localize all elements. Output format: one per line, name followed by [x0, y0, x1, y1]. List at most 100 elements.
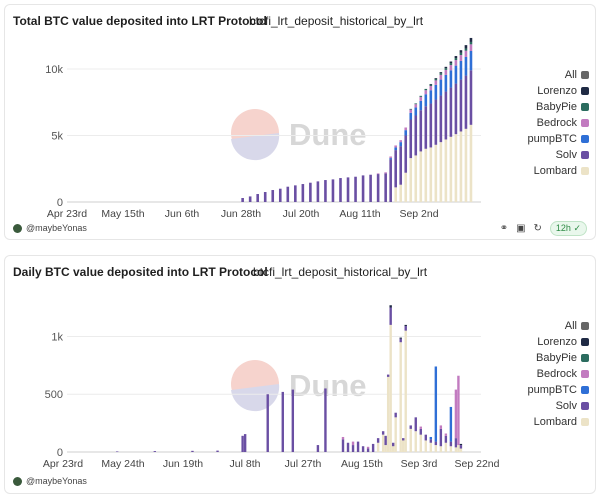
bar[interactable] — [429, 436, 433, 452]
bar[interactable] — [444, 66, 448, 202]
bar[interactable] — [286, 186, 290, 202]
bar[interactable] — [404, 324, 407, 452]
bar[interactable] — [402, 438, 405, 452]
legend-item-solv[interactable]: Solv — [517, 147, 595, 163]
bar[interactable] — [409, 425, 412, 452]
bar[interactable] — [291, 389, 295, 452]
bar[interactable] — [424, 434, 427, 452]
bar[interactable] — [439, 72, 443, 202]
bar[interactable] — [384, 435, 387, 452]
bar[interactable] — [409, 108, 413, 202]
link-icon[interactable]: ⚭ — [499, 223, 509, 234]
bar[interactable] — [454, 389, 458, 452]
bar[interactable] — [439, 425, 443, 452]
bar[interactable] — [429, 83, 433, 202]
bar[interactable] — [369, 174, 372, 202]
bar[interactable] — [271, 190, 275, 202]
bar[interactable] — [354, 176, 357, 202]
bar[interactable] — [376, 173, 380, 202]
bar[interactable] — [115, 451, 119, 453]
legend-item-bedrock[interactable]: Bedrock — [517, 366, 595, 382]
bar[interactable] — [399, 140, 403, 202]
legend-item-babypie[interactable]: BabyPie — [517, 350, 595, 366]
bar[interactable] — [464, 45, 468, 202]
bar[interactable] — [356, 441, 360, 452]
bar[interactable] — [444, 433, 448, 452]
legend-item-solv[interactable]: Solv — [517, 398, 595, 414]
bar[interactable] — [381, 431, 385, 452]
author[interactable]: @maybeYonas — [13, 476, 87, 486]
bar[interactable] — [386, 374, 390, 452]
legend-item-pumpbtc[interactable]: pumpBTC — [517, 131, 595, 147]
bar[interactable] — [389, 305, 392, 452]
legend-item-all[interactable]: All — [517, 67, 595, 83]
bar[interactable] — [341, 436, 345, 452]
bar[interactable] — [459, 443, 463, 452]
bar[interactable] — [371, 443, 375, 452]
bar[interactable] — [457, 375, 460, 452]
legend-item-all[interactable]: All — [517, 318, 595, 334]
bar[interactable] — [301, 184, 305, 202]
bar[interactable] — [391, 442, 395, 452]
bar[interactable] — [278, 188, 282, 202]
refresh-icon[interactable]: ↻ — [533, 223, 542, 234]
bar[interactable] — [424, 88, 428, 202]
x-tick-label: Apr 23rd — [43, 458, 83, 470]
bar[interactable] — [153, 451, 157, 452]
bar[interactable] — [414, 417, 417, 452]
bar[interactable] — [366, 446, 370, 452]
bar[interactable] — [316, 181, 320, 202]
bar[interactable] — [376, 438, 380, 452]
bar[interactable] — [248, 196, 252, 202]
bar[interactable] — [394, 145, 397, 202]
camera-icon[interactable]: ▣ — [516, 223, 526, 234]
bar[interactable] — [419, 95, 423, 202]
bar[interactable] — [459, 50, 463, 202]
legend-item-lombard[interactable]: Lombard — [517, 414, 595, 430]
bar[interactable] — [331, 179, 335, 202]
bar[interactable] — [266, 394, 269, 452]
bar[interactable] — [361, 175, 365, 202]
bar[interactable] — [191, 450, 194, 452]
bar[interactable] — [241, 198, 244, 202]
legend-item-lorenzo[interactable]: Lorenzo — [517, 83, 595, 99]
bar[interactable] — [263, 192, 267, 202]
author[interactable]: @maybeYonas — [13, 223, 87, 233]
legend-item-bedrock[interactable]: Bedrock — [517, 115, 595, 131]
bar[interactable] — [419, 426, 422, 452]
query-name[interactable]: btcfi_lrt_deposit_historical_by_lrt — [249, 14, 424, 28]
bar[interactable] — [469, 37, 473, 202]
bar[interactable] — [434, 78, 438, 202]
bar[interactable] — [454, 56, 458, 202]
bar[interactable] — [309, 182, 312, 202]
bar[interactable] — [316, 445, 320, 452]
bar[interactable] — [241, 435, 244, 452]
bar[interactable] — [324, 388, 327, 452]
bar[interactable] — [216, 450, 219, 452]
bar[interactable] — [399, 337, 402, 452]
legend-item-pumpbtc[interactable]: pumpBTC — [517, 382, 595, 398]
bar[interactable] — [384, 172, 387, 202]
bar-segment-solv — [286, 186, 290, 202]
bar[interactable] — [389, 156, 392, 202]
bar[interactable] — [281, 391, 284, 452]
bar[interactable] — [449, 61, 453, 202]
bar[interactable] — [351, 441, 355, 452]
bar[interactable] — [414, 103, 418, 202]
query-name[interactable]: btcfi_lrt_deposit_historical_by_lrt — [253, 265, 428, 279]
bar[interactable] — [394, 412, 397, 452]
legend-item-babypie[interactable]: BabyPie — [517, 99, 595, 115]
bar[interactable] — [294, 185, 297, 202]
bar[interactable] — [256, 194, 259, 202]
legend-item-lombard[interactable]: Lombard — [517, 163, 595, 179]
bar[interactable] — [361, 446, 365, 452]
bar[interactable] — [346, 442, 350, 452]
bar[interactable] — [404, 127, 408, 202]
bar[interactable] — [339, 178, 342, 202]
bar[interactable] — [434, 366, 438, 452]
bar[interactable] — [243, 434, 247, 452]
bar[interactable] — [324, 180, 327, 202]
bar[interactable] — [449, 406, 453, 452]
legend-item-lorenzo[interactable]: Lorenzo — [517, 334, 595, 350]
bar[interactable] — [346, 177, 350, 202]
